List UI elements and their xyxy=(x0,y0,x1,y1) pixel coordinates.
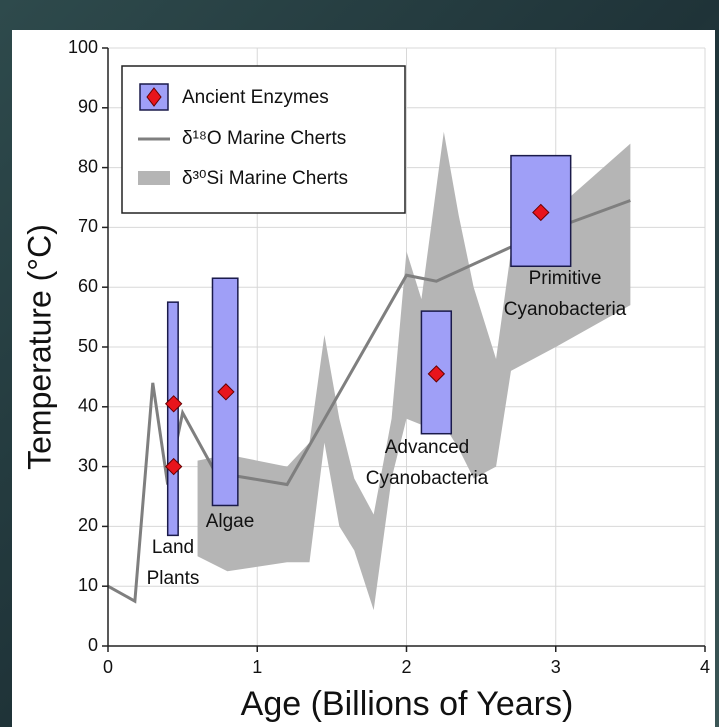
group-label: Plants xyxy=(147,568,200,589)
x-tick-label: 1 xyxy=(252,657,262,677)
y-tick-label: 30 xyxy=(78,455,98,475)
page: Land Plants Algae Advanced Cyanobacteria Prim… xyxy=(0,0,719,727)
x-tick-label: 0 xyxy=(103,657,113,677)
group-label: Primitive xyxy=(529,268,602,289)
y-tick-label: 10 xyxy=(78,575,98,595)
x-tick-label: 3 xyxy=(551,657,561,677)
chart: Land Plants Algae Advanced Cyanobacteria Prim… xyxy=(0,0,719,727)
group-label: Cyanobacteria xyxy=(366,468,489,489)
group-label: Advanced xyxy=(385,437,470,458)
y-tick-label: 0 xyxy=(88,635,98,655)
y-tick-label: 70 xyxy=(78,216,98,236)
legend-label: δ³⁰Si Marine Cherts xyxy=(182,168,348,189)
legend: Ancient Enzymes δ¹⁸O Marine Cherts δ³⁰Si… xyxy=(122,66,405,213)
y-tick-label: 80 xyxy=(78,156,98,176)
y-tick-label: 20 xyxy=(78,515,98,535)
legend-label: Ancient Enzymes xyxy=(182,87,329,108)
y-tick-label: 90 xyxy=(78,97,98,117)
group-label: Cyanobacteria xyxy=(504,299,627,320)
x-axis-title: Age (Billions of Years) xyxy=(241,685,574,723)
y-tick-label: 100 xyxy=(68,37,98,57)
y-tick-label: 50 xyxy=(78,336,98,356)
legend-swatch xyxy=(138,171,170,185)
group-label: Algae xyxy=(206,511,255,532)
y-tick-label: 40 xyxy=(78,396,98,416)
range-box xyxy=(168,302,178,535)
x-tick-label: 2 xyxy=(401,657,411,677)
y-tick-label: 60 xyxy=(78,276,98,296)
y-axis-title: Temperature (°C) xyxy=(21,224,57,470)
group-label: Land xyxy=(152,537,194,558)
x-tick-label: 4 xyxy=(700,657,710,677)
legend-label: δ¹⁸O Marine Cherts xyxy=(182,128,346,149)
